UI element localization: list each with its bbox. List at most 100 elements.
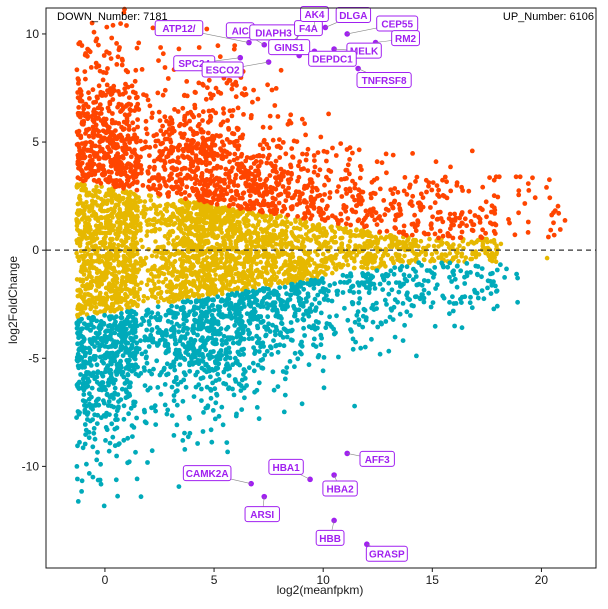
data-point	[115, 296, 121, 301]
data-point	[141, 213, 147, 219]
data-point	[266, 145, 272, 151]
data-point	[386, 280, 392, 286]
data-point	[99, 358, 105, 364]
data-point	[132, 163, 138, 169]
data-point	[193, 205, 199, 211]
data-point	[182, 447, 188, 452]
data-point	[77, 114, 83, 120]
data-point	[80, 279, 86, 284]
data-point	[190, 328, 195, 334]
data-point	[264, 160, 270, 166]
data-point	[137, 286, 142, 292]
data-point	[240, 250, 246, 256]
data-point	[189, 169, 195, 174]
data-point	[314, 266, 319, 271]
data-point	[256, 272, 262, 278]
data-point	[133, 274, 138, 280]
data-point	[448, 164, 453, 170]
data-point	[108, 236, 113, 242]
data-point	[145, 295, 150, 301]
data-point	[142, 199, 148, 204]
data-point	[280, 281, 286, 286]
data-point	[100, 77, 106, 83]
data-point	[164, 283, 170, 289]
data-point	[498, 241, 504, 247]
data-point	[111, 83, 117, 89]
data-point	[358, 228, 364, 234]
data-point	[151, 202, 156, 208]
data-point	[86, 230, 92, 235]
data-point	[126, 411, 131, 417]
data-point	[372, 191, 378, 197]
data-point	[122, 279, 128, 285]
data-point	[116, 259, 122, 265]
data-point	[144, 233, 149, 238]
data-point	[414, 251, 419, 257]
data-point	[248, 165, 254, 171]
data-point	[392, 198, 398, 204]
data-point	[434, 250, 439, 255]
data-point	[370, 265, 375, 271]
data-point	[384, 170, 389, 176]
data-point	[116, 89, 121, 94]
data-point	[128, 203, 133, 209]
data-point	[432, 265, 438, 270]
data-point	[283, 151, 289, 157]
data-point	[355, 280, 361, 286]
data-point	[184, 273, 189, 278]
data-point	[135, 282, 140, 288]
data-point	[152, 281, 157, 287]
data-point	[206, 77, 212, 83]
data-point	[172, 258, 178, 264]
data-point	[156, 291, 161, 297]
data-point	[217, 274, 223, 279]
data-point	[171, 379, 177, 385]
data-point	[288, 112, 294, 118]
data-point	[263, 268, 269, 273]
data-point	[231, 157, 237, 163]
data-point	[138, 263, 144, 268]
data-point	[325, 256, 331, 262]
data-point	[144, 327, 150, 333]
data-point	[271, 271, 277, 277]
data-point	[199, 217, 205, 223]
data-point	[115, 235, 120, 240]
data-point	[165, 258, 171, 264]
data-point	[183, 372, 188, 378]
data-point	[127, 107, 133, 112]
data-point	[139, 280, 144, 286]
data-point	[183, 278, 189, 284]
data-point	[165, 201, 170, 207]
data-point	[156, 274, 161, 279]
data-point	[270, 369, 276, 375]
data-point	[258, 358, 264, 363]
data-point	[356, 249, 362, 255]
data-point	[271, 387, 277, 393]
data-point	[216, 247, 222, 252]
data-point	[76, 41, 82, 47]
data-point	[122, 170, 128, 176]
data-point	[448, 244, 454, 249]
data-point	[423, 251, 429, 256]
data-point	[299, 351, 304, 357]
data-point	[112, 192, 118, 197]
data-point	[254, 261, 259, 267]
data-point	[113, 251, 119, 256]
data-point	[272, 260, 278, 266]
data-point	[271, 228, 277, 233]
data-point	[88, 363, 94, 368]
data-point	[154, 358, 160, 364]
data-point	[113, 412, 119, 418]
data-point	[298, 221, 303, 226]
data-point	[206, 108, 212, 114]
data-point	[179, 241, 184, 246]
data-point	[323, 325, 329, 331]
data-point	[144, 282, 150, 288]
data-point	[98, 221, 104, 227]
data-point	[253, 268, 259, 274]
data-point	[279, 237, 284, 242]
data-point	[287, 256, 293, 262]
data-point	[139, 67, 145, 72]
